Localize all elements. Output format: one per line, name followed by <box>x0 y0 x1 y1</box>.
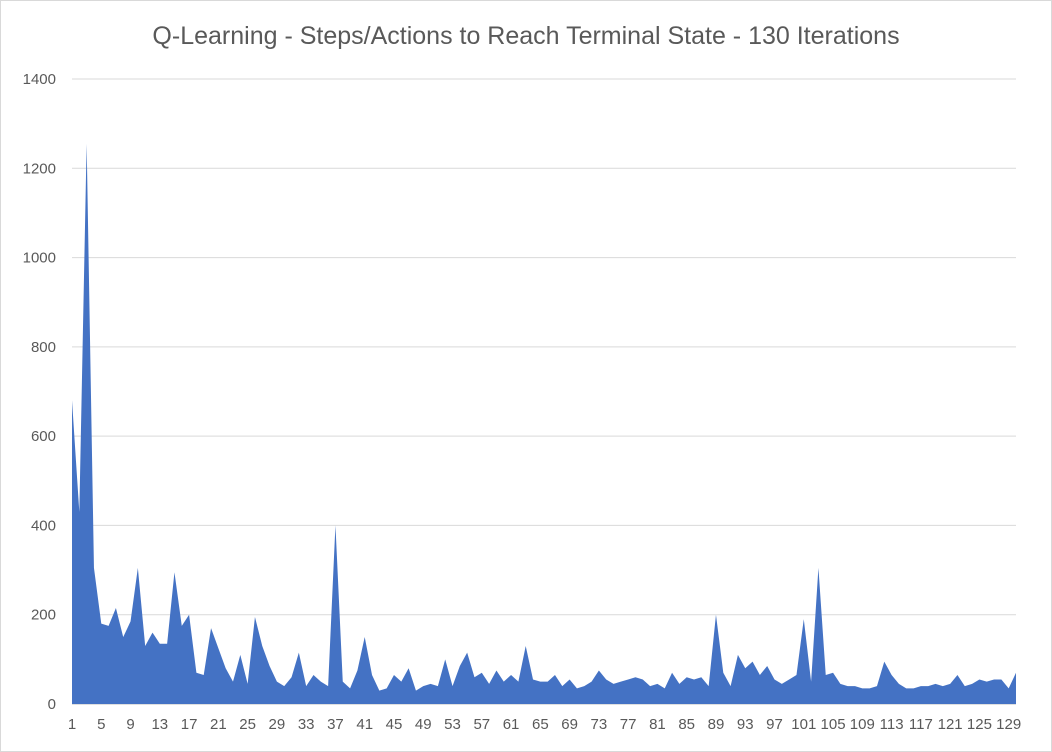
x-tick-label: 121 <box>938 716 963 733</box>
x-tick-label: 29 <box>269 716 286 733</box>
x-tick-label: 13 <box>151 716 168 733</box>
x-tick-label: 53 <box>444 716 461 733</box>
x-tick-label: 5 <box>97 716 105 733</box>
x-tick-label: 21 <box>210 716 227 733</box>
x-tick-label: 73 <box>591 716 608 733</box>
x-tick-label: 65 <box>532 716 549 733</box>
y-tick-label: 1400 <box>23 71 56 88</box>
x-tick-label: 33 <box>298 716 315 733</box>
series-area <box>72 143 1016 705</box>
x-tick-label: 25 <box>239 716 256 733</box>
x-tick-label: 113 <box>880 716 904 733</box>
x-tick-label: 9 <box>126 716 134 733</box>
x-tick-label: 77 <box>620 716 637 733</box>
x-axis-ticks: 1 5 9 13 17 21 25 29 33 37 41 45 49 53 57 61 65 69 73 77 81 8… <box>68 716 1021 733</box>
x-tick-label: 129 <box>996 716 1021 733</box>
x-tick-label: 69 <box>561 716 578 733</box>
x-tick-label: 117 <box>909 716 933 733</box>
y-tick-label: 200 <box>31 607 56 624</box>
x-tick-label: 125 <box>967 716 992 733</box>
gridlines <box>72 78 1016 705</box>
x-tick-label: 93 <box>737 716 754 733</box>
chart-title: Q-Learning - Steps/Actions to Reach Term… <box>152 22 900 50</box>
x-tick-label: 101 <box>791 716 816 733</box>
x-tick-label: 89 <box>708 716 725 733</box>
y-tick-label: 800 <box>31 339 56 356</box>
x-tick-label: 105 <box>821 716 846 733</box>
x-tick-label: 85 <box>678 716 695 733</box>
x-tick-label: 49 <box>415 716 432 733</box>
x-tick-label: 41 <box>356 716 373 733</box>
x-tick-label: 81 <box>649 716 666 733</box>
y-tick-label: 1000 <box>23 250 56 267</box>
y-tick-label: 400 <box>31 517 56 534</box>
x-tick-label: 37 <box>327 716 344 733</box>
y-tick-label: 1200 <box>23 160 56 177</box>
y-axis-ticks: 0 200 400 600 800 1000 1200 1400 <box>23 71 56 713</box>
x-tick-label: 45 <box>386 716 403 733</box>
x-tick-label: 61 <box>503 716 520 733</box>
x-tick-label: 57 <box>473 716 490 733</box>
x-tick-label: 17 <box>181 716 198 733</box>
y-tick-label: 0 <box>48 696 56 713</box>
x-tick-label: 109 <box>850 716 875 733</box>
x-tick-label: 97 <box>766 716 783 733</box>
series-area-fill <box>72 143 1016 705</box>
x-tick-label: 1 <box>68 716 76 733</box>
y-tick-label: 600 <box>31 428 56 445</box>
